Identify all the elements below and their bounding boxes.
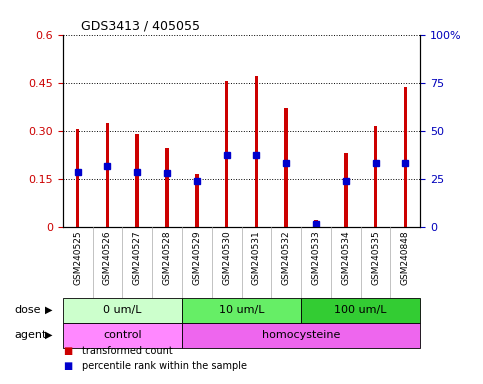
Bar (106, 122, 109, 227)
Text: GSM240848: GSM240848 (401, 230, 410, 285)
Text: percentile rank within the sample: percentile rank within the sample (82, 361, 247, 371)
Text: agent: agent (14, 330, 47, 340)
Text: GSM240526: GSM240526 (103, 230, 112, 285)
Text: 0 um/L: 0 um/L (103, 305, 142, 315)
Bar (314, 220, 318, 227)
Text: ▶: ▶ (44, 330, 52, 340)
Bar (182, 298, 301, 323)
Text: GSM240528: GSM240528 (163, 230, 171, 285)
Text: transformed count: transformed count (82, 346, 173, 356)
Bar (63, 298, 182, 323)
Text: GSM240529: GSM240529 (192, 230, 201, 285)
Bar (255, 76, 258, 227)
Text: GSM240533: GSM240533 (312, 230, 320, 285)
Bar (165, 148, 169, 227)
Bar (301, 298, 420, 323)
Text: GSM240535: GSM240535 (371, 230, 380, 285)
Bar (63, 323, 182, 348)
Bar (195, 174, 199, 227)
Text: GSM240531: GSM240531 (252, 230, 261, 285)
Text: ▶: ▶ (44, 305, 52, 315)
Text: ■: ■ (63, 361, 72, 371)
Bar (76, 129, 80, 227)
Bar (374, 126, 377, 227)
Text: GSM240525: GSM240525 (73, 230, 82, 285)
Text: ■: ■ (63, 346, 72, 356)
Text: GSM240527: GSM240527 (133, 230, 142, 285)
Bar (182, 323, 420, 348)
Text: 100 um/L: 100 um/L (334, 305, 387, 315)
Text: homocysteine: homocysteine (262, 330, 340, 340)
Text: GSM240530: GSM240530 (222, 230, 231, 285)
Text: control: control (103, 330, 142, 340)
Bar (344, 153, 348, 227)
Bar (135, 134, 139, 227)
Bar (284, 108, 288, 227)
Text: GSM240534: GSM240534 (341, 230, 350, 285)
Text: GSM240532: GSM240532 (282, 230, 291, 285)
Bar (403, 88, 407, 227)
Text: GDS3413 / 405055: GDS3413 / 405055 (81, 19, 199, 32)
Text: dose: dose (14, 305, 41, 315)
Bar (225, 81, 228, 227)
Text: 10 um/L: 10 um/L (219, 305, 264, 315)
